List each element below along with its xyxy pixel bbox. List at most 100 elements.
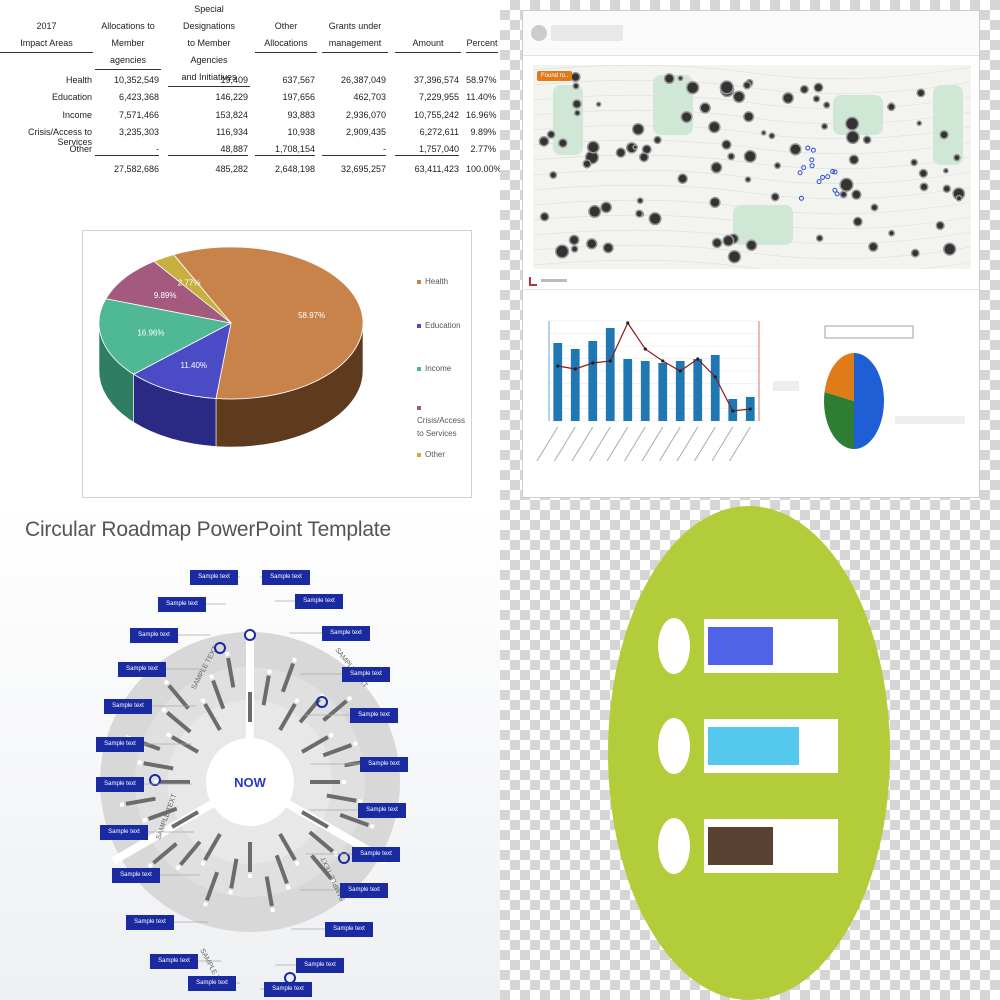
map-marker[interactable] (710, 161, 723, 174)
map-marker[interactable] (953, 153, 961, 162)
map-marker[interactable] (770, 192, 780, 202)
map-marker[interactable] (799, 84, 809, 94)
map-marker[interactable] (919, 182, 929, 192)
map-marker[interactable] (708, 120, 721, 134)
map-marker[interactable] (955, 194, 963, 202)
map-marker[interactable] (744, 176, 752, 183)
map-marker[interactable] (743, 149, 757, 163)
dot-map[interactable] (533, 65, 971, 269)
map-marker[interactable] (789, 143, 802, 156)
map-marker[interactable] (760, 129, 767, 136)
map-marker[interactable] (815, 234, 824, 243)
map-marker[interactable] (868, 241, 879, 253)
map-marker[interactable] (939, 130, 949, 140)
map-marker[interactable] (845, 130, 860, 145)
map-marker[interactable] (742, 80, 752, 90)
map-marker[interactable] (918, 168, 929, 178)
map-marker[interactable] (732, 90, 746, 104)
map-marker[interactable] (942, 184, 952, 193)
map-marker[interactable] (823, 101, 831, 109)
map-marker[interactable] (588, 204, 602, 218)
map-marker[interactable] (888, 229, 895, 237)
map-marker[interactable] (887, 102, 896, 112)
map-marker[interactable] (719, 80, 734, 95)
map-marker[interactable] (538, 135, 550, 147)
map-marker-selected[interactable] (809, 163, 815, 169)
map-marker-selected[interactable] (816, 179, 822, 185)
map-marker[interactable] (648, 212, 662, 226)
map-marker[interactable] (773, 162, 782, 170)
map-marker[interactable] (582, 159, 592, 169)
map-marker[interactable] (586, 140, 600, 154)
map-marker[interactable] (743, 111, 755, 123)
map-marker-selected[interactable] (825, 174, 831, 180)
map-marker[interactable] (632, 144, 639, 151)
map-marker[interactable] (677, 173, 688, 185)
map-marker[interactable] (910, 248, 920, 258)
map-marker[interactable] (680, 110, 693, 124)
map-marker[interactable] (549, 170, 558, 180)
map-marker[interactable] (557, 138, 568, 148)
map-marker[interactable] (595, 101, 602, 108)
map-marker[interactable] (862, 135, 872, 145)
map-marker-selected[interactable] (832, 169, 838, 175)
map-marker[interactable] (677, 75, 684, 82)
map-marker-selected[interactable] (801, 165, 807, 171)
map-marker[interactable] (653, 135, 662, 145)
map-marker[interactable] (699, 102, 711, 114)
map-marker[interactable] (635, 209, 644, 218)
map-marker[interactable] (768, 132, 776, 140)
map-marker-selected[interactable] (834, 191, 840, 197)
map-marker-selected[interactable] (797, 170, 803, 176)
map-marker-selected[interactable] (798, 195, 804, 201)
map-marker[interactable] (839, 190, 848, 199)
map-marker[interactable] (570, 245, 579, 253)
map-marker[interactable] (943, 167, 949, 174)
map-marker[interactable] (870, 203, 879, 212)
map-marker-selected[interactable] (805, 145, 811, 151)
map-marker[interactable] (586, 238, 598, 250)
map-marker[interactable] (568, 234, 580, 246)
map-marker[interactable] (570, 71, 581, 83)
pie-dropdown[interactable] (824, 325, 914, 339)
map-marker[interactable] (821, 122, 829, 130)
map-marker[interactable] (555, 244, 570, 259)
map-marker[interactable] (943, 242, 957, 256)
map-marker-selected[interactable] (820, 174, 826, 180)
map-marker[interactable] (663, 73, 675, 85)
map-marker[interactable] (916, 88, 926, 98)
map-marker[interactable] (631, 122, 645, 136)
map-marker[interactable] (910, 158, 918, 167)
map-marker[interactable] (636, 197, 644, 205)
map-marker-selected[interactable] (832, 187, 838, 193)
map-marker[interactable] (722, 234, 735, 247)
map-badge[interactable]: Found ro.. (537, 71, 573, 81)
map-marker[interactable] (812, 95, 821, 103)
map-marker[interactable] (851, 189, 862, 200)
map-marker[interactable] (721, 139, 732, 150)
map-marker[interactable] (641, 144, 652, 155)
map-marker[interactable] (813, 82, 824, 93)
map-marker[interactable] (845, 116, 860, 131)
header-search[interactable] (551, 25, 623, 41)
map-marker[interactable] (935, 220, 945, 231)
map-marker[interactable] (852, 216, 863, 227)
map-marker[interactable] (602, 242, 614, 254)
map-marker[interactable] (573, 109, 581, 117)
map-marker-selected[interactable] (810, 147, 816, 153)
map-marker[interactable] (709, 196, 721, 209)
map-marker[interactable] (539, 211, 550, 222)
map-marker[interactable] (546, 130, 556, 139)
map-marker[interactable] (615, 147, 627, 158)
map-marker[interactable] (572, 82, 580, 90)
map-marker-selected[interactable] (830, 168, 836, 174)
map-marker[interactable] (711, 237, 723, 249)
map-marker[interactable] (727, 152, 736, 161)
map-marker[interactable] (848, 154, 860, 165)
map-marker[interactable] (839, 177, 854, 192)
map-marker-selected[interactable] (809, 157, 815, 163)
map-marker[interactable] (685, 80, 700, 95)
map-marker[interactable] (916, 120, 923, 127)
map-marker[interactable] (600, 201, 613, 214)
map-marker[interactable] (571, 99, 582, 109)
